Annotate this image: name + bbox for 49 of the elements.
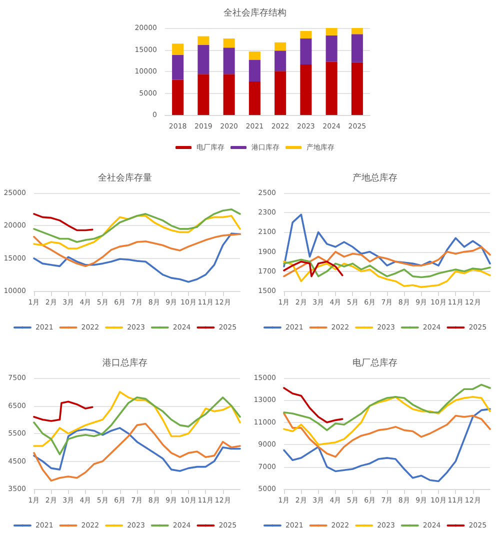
line-series (33, 232, 241, 283)
bar (172, 54, 184, 80)
line-series (33, 213, 94, 232)
line-series (283, 387, 344, 424)
bar (300, 31, 312, 38)
bar (198, 44, 210, 74)
chart-title: 产地总库存 (352, 172, 398, 184)
bar (198, 74, 210, 115)
bar (223, 38, 235, 48)
bar (300, 64, 312, 115)
bar (223, 74, 235, 115)
line-series (283, 396, 491, 446)
line-series (283, 246, 491, 278)
line-series (33, 233, 241, 268)
bar (248, 60, 260, 82)
bar (172, 80, 184, 115)
line-series (283, 408, 491, 482)
line-series (33, 390, 241, 447)
line-series (283, 412, 491, 458)
bar (172, 44, 184, 55)
chart-title: 全社会库存结构 (224, 8, 286, 18)
bar (326, 62, 338, 115)
bar (248, 51, 260, 60)
line-series (33, 422, 241, 482)
bar (326, 35, 338, 62)
bar (274, 71, 286, 115)
bar (351, 34, 363, 62)
chart-title: 电厂总库存 (352, 358, 398, 368)
chart-title: 港口总库存 (102, 358, 148, 368)
bar (326, 28, 338, 36)
line-series (33, 427, 241, 472)
line-series (33, 396, 241, 456)
chart-title: 全社会库存量 (98, 172, 152, 184)
bar (351, 62, 363, 115)
line-series (283, 260, 491, 288)
bar (274, 42, 286, 51)
line-series (283, 214, 491, 268)
bar (248, 82, 260, 115)
bar (223, 48, 235, 74)
bar (198, 36, 210, 45)
line-series (283, 258, 491, 278)
bar (274, 50, 286, 72)
line-series (33, 400, 94, 422)
bar (300, 38, 312, 65)
line-series (283, 260, 344, 278)
line-series (283, 384, 491, 432)
bar (351, 28, 363, 34)
line-series (33, 214, 241, 250)
line-series (33, 208, 241, 243)
